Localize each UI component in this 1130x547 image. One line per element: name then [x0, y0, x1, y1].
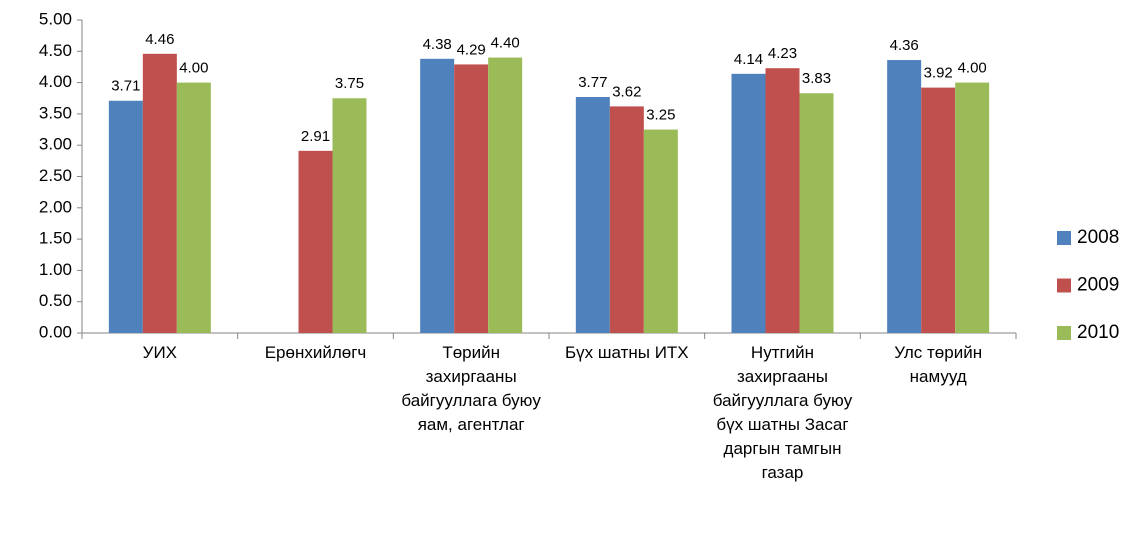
y-tick-label: 4.00	[39, 72, 72, 91]
y-tick-label: 3.50	[39, 103, 72, 122]
y-tick-label: 3.00	[39, 135, 72, 154]
x-tick-label: Ерөнхийлөгч	[264, 343, 367, 362]
y-tick-label: 1.00	[39, 260, 72, 279]
value-label: 3.62	[612, 83, 641, 100]
bar	[298, 150, 333, 333]
bar	[420, 58, 455, 333]
x-tick-label: Улс төрийн намууд	[894, 343, 983, 386]
legend-swatch	[1057, 278, 1071, 293]
bar	[609, 106, 644, 333]
x-tick-label: Төрийн захиргааны байгууллага буюу яам, …	[401, 343, 541, 434]
y-tick-label: 0.00	[39, 322, 72, 341]
value-label: 3.92	[924, 65, 953, 82]
bar	[887, 60, 922, 334]
value-label: 4.23	[768, 45, 797, 62]
bar	[176, 82, 211, 333]
bar	[921, 87, 956, 333]
bar	[332, 98, 367, 333]
bar	[454, 64, 489, 334]
x-tick-label: Нутгийн захиргааны байгууллага буюу бүх …	[712, 343, 853, 482]
bar	[488, 57, 523, 334]
x-tick-label: Бүх шатны ИТХ	[564, 343, 689, 362]
y-tick-label: 2.50	[39, 166, 72, 185]
bar	[142, 53, 177, 333]
value-label: 4.46	[145, 31, 174, 48]
bar	[731, 73, 766, 333]
bar	[108, 100, 143, 333]
value-label: 4.00	[179, 60, 208, 77]
y-tick-label: 5.00	[39, 9, 72, 28]
legend-label: 2010	[1077, 322, 1119, 343]
bar	[765, 68, 800, 334]
legend-label: 2009	[1077, 275, 1119, 296]
legend-label: 2008	[1077, 227, 1119, 248]
legend-swatch	[1057, 231, 1071, 245]
y-tick-label: 0.50	[39, 291, 72, 310]
value-label: 3.25	[646, 107, 675, 124]
legend-swatch	[1057, 326, 1071, 340]
value-label: 4.40	[491, 35, 520, 52]
y-tick-label: 2.00	[39, 197, 72, 216]
bar	[643, 129, 678, 333]
y-tick-label: 1.50	[39, 229, 72, 248]
x-tick-label: УИХ	[142, 343, 177, 362]
bar	[799, 93, 834, 333]
value-label: 3.75	[335, 75, 364, 92]
value-label: 3.83	[802, 70, 831, 87]
value-label: 3.71	[111, 78, 140, 95]
value-label: 4.00	[958, 60, 987, 77]
value-label: 3.77	[578, 74, 607, 91]
value-label: 2.91	[301, 128, 330, 145]
value-label: 4.29	[457, 41, 486, 58]
y-tick-label: 4.50	[39, 41, 72, 60]
value-label: 4.38	[423, 36, 452, 53]
value-label: 4.36	[890, 37, 919, 54]
value-label: 4.14	[734, 51, 763, 68]
bar	[575, 96, 610, 333]
bar	[955, 82, 990, 333]
